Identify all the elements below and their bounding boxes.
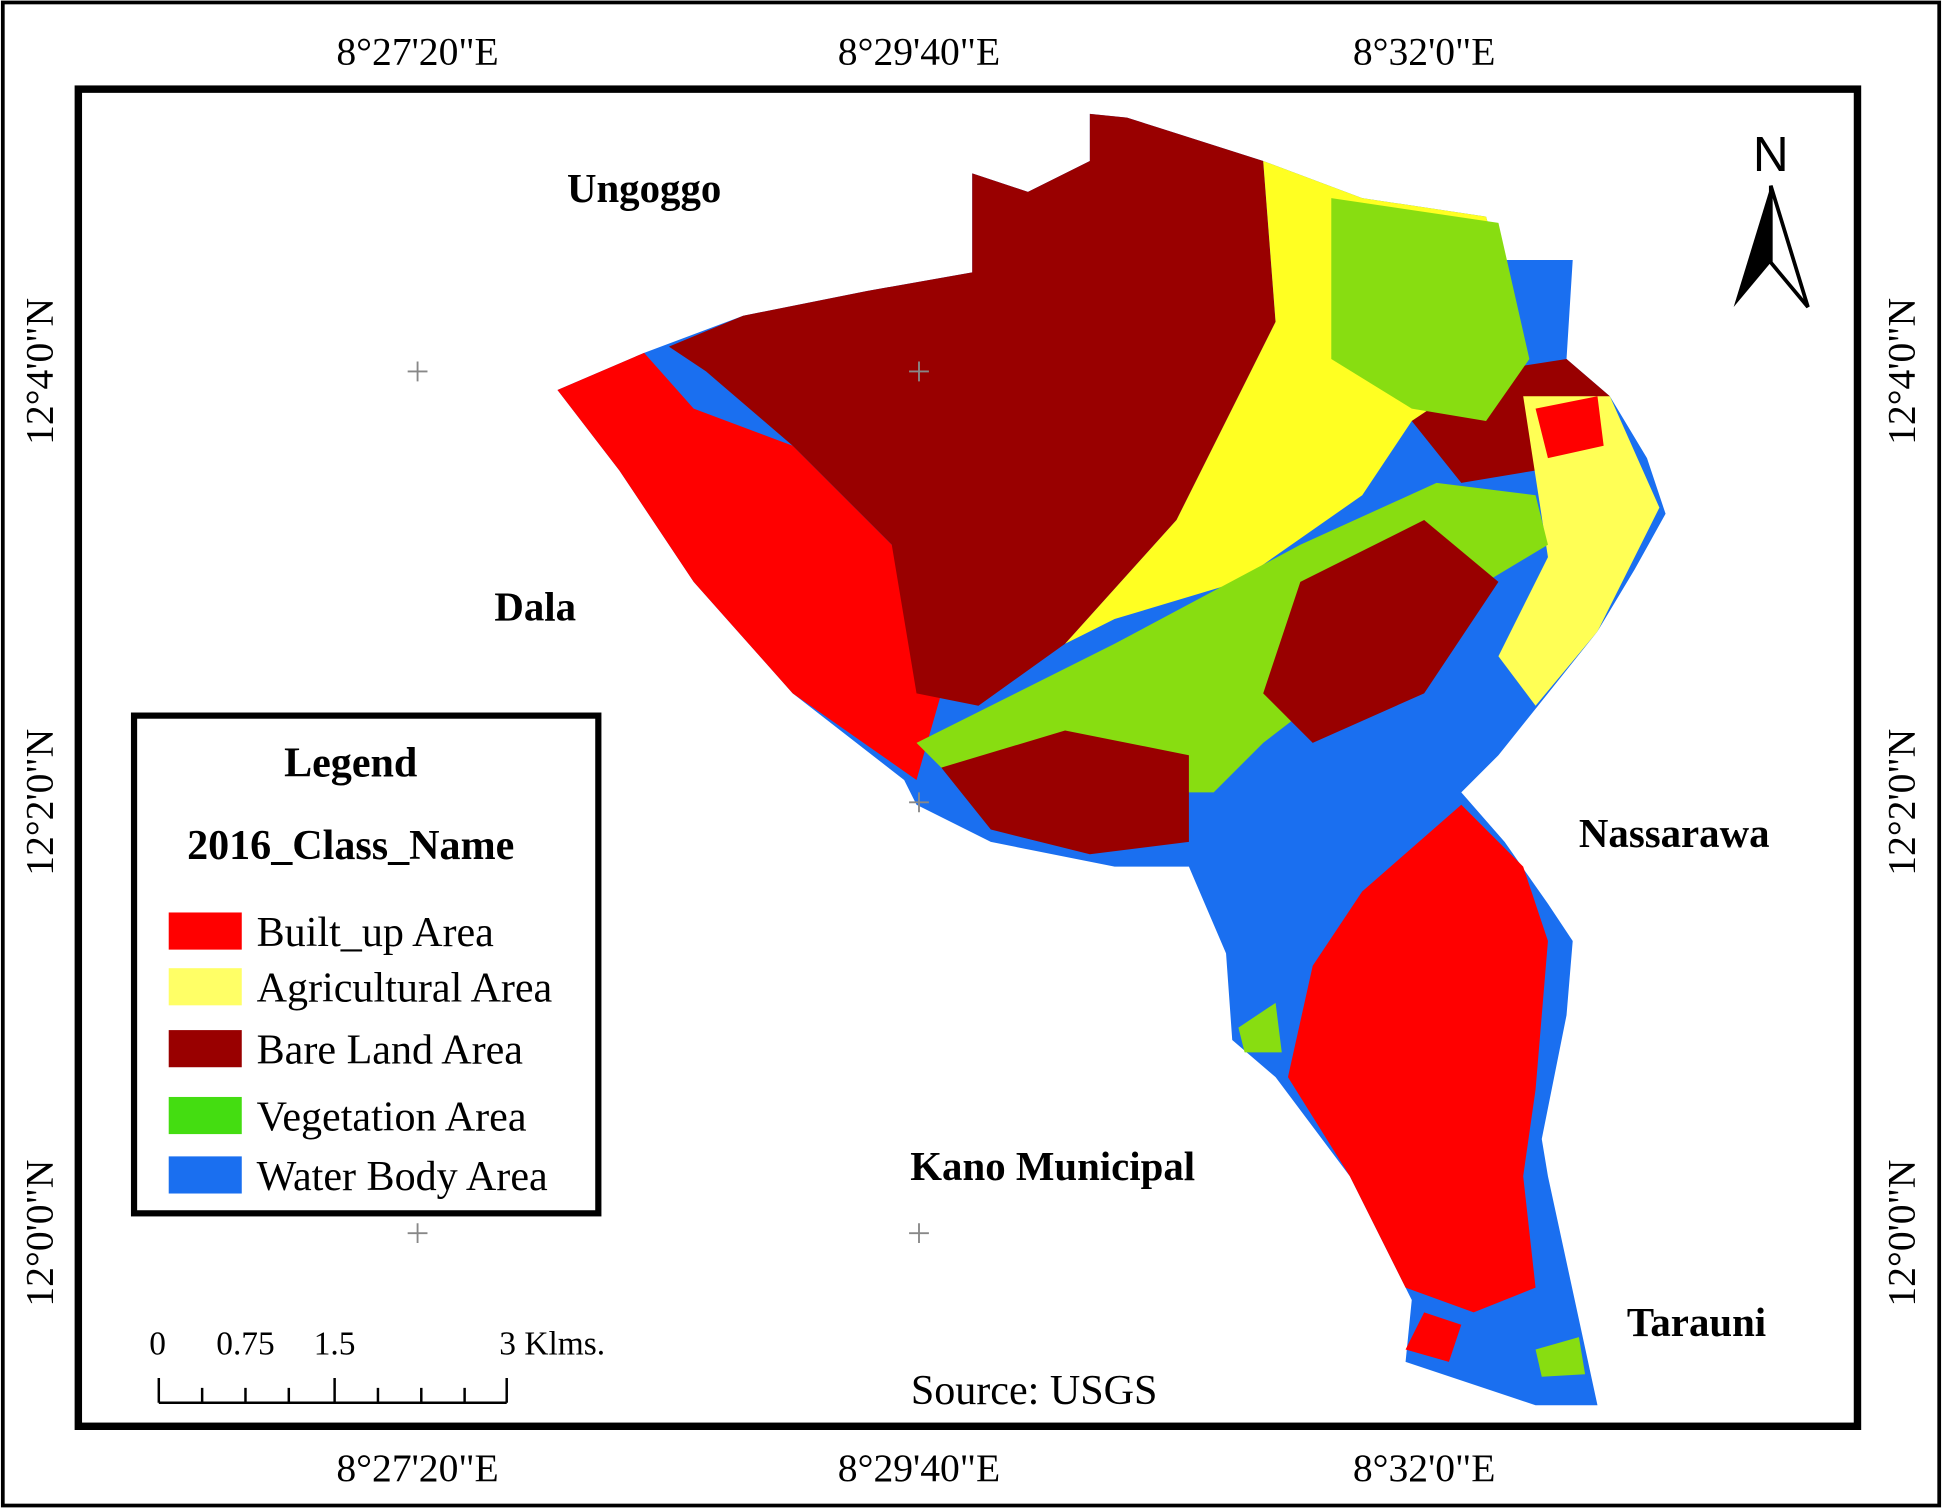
legend-label: Vegetation Area xyxy=(257,1093,527,1140)
scale-ruler xyxy=(157,1378,508,1404)
legend-label: Water Body Area xyxy=(257,1153,548,1200)
place-name: Tarauni xyxy=(1627,1300,1766,1345)
longitude-label: 8°32'0"E xyxy=(1353,1446,1496,1490)
built-up-patch xyxy=(1405,1312,1462,1362)
legend-swatch xyxy=(168,912,242,950)
vegetation-patch xyxy=(1238,1002,1282,1053)
legend-label: Built_up Area xyxy=(257,909,495,956)
scale-label: 0 xyxy=(149,1325,166,1362)
bare-land-mid xyxy=(1263,520,1499,743)
longitude-label: 8°29'40"E xyxy=(838,29,1000,73)
bare-land-southwest xyxy=(941,730,1189,855)
place-name: Ungoggo xyxy=(567,166,721,211)
legend-swatch xyxy=(168,968,242,1006)
place-name: Dala xyxy=(494,584,576,629)
vegetation-block xyxy=(1331,198,1530,421)
longitude-label: 8°27'20"E xyxy=(336,1446,498,1490)
legend-label: Agricultural Area xyxy=(257,965,553,1012)
legend-swatch xyxy=(168,1096,242,1135)
legend-label: Bare Land Area xyxy=(257,1027,524,1074)
latitude-label: 12°4'0"N xyxy=(17,298,61,445)
legend-subtitle: 2016_Class_Name xyxy=(187,822,514,869)
scale-label: 1.5 xyxy=(314,1325,356,1362)
scale-label: 3 Klms. xyxy=(499,1325,605,1362)
place-name: Kano Municipal xyxy=(910,1144,1195,1189)
north-label: N xyxy=(1753,127,1789,182)
longitude-label: 8°32'0"E xyxy=(1353,29,1496,73)
longitude-label: 8°29'40"E xyxy=(838,1446,1000,1490)
place-name: Nassarawa xyxy=(1579,811,1770,856)
scale-bar: 0 0.75 1.5 3 Klms. xyxy=(149,1325,605,1404)
latitude-label: 12°2'0"N xyxy=(1879,729,1923,876)
bare-land-north xyxy=(668,113,1276,706)
land-use-map xyxy=(557,113,1666,1406)
latitude-label: 12°0'0"N xyxy=(1879,1160,1923,1307)
vegetation-patch xyxy=(1535,1337,1586,1377)
longitude-label: 8°27'20"E xyxy=(336,29,498,73)
arrow-right xyxy=(1768,185,1810,309)
built-up-southeast xyxy=(1287,804,1548,1313)
legend-box xyxy=(130,712,602,1217)
legend-title: Legend xyxy=(284,739,417,786)
agricultural-east xyxy=(1498,396,1660,706)
legend-swatch xyxy=(168,1156,242,1194)
latitude-label: 12°0'0"N xyxy=(17,1160,61,1307)
scale-label: 0.75 xyxy=(216,1325,274,1362)
latitude-label: 12°4'0"N xyxy=(1879,298,1923,445)
latitude-label: 12°2'0"N xyxy=(17,729,61,876)
built-up-west xyxy=(557,352,942,780)
built-up-patch xyxy=(1535,396,1604,459)
legend-swatch xyxy=(168,1030,242,1068)
source-note: Source: USGS xyxy=(911,1367,1158,1414)
legend: Legend 2016_Class_Name Built_up Area Agri… xyxy=(130,712,602,1217)
map-frame xyxy=(74,85,1862,1430)
